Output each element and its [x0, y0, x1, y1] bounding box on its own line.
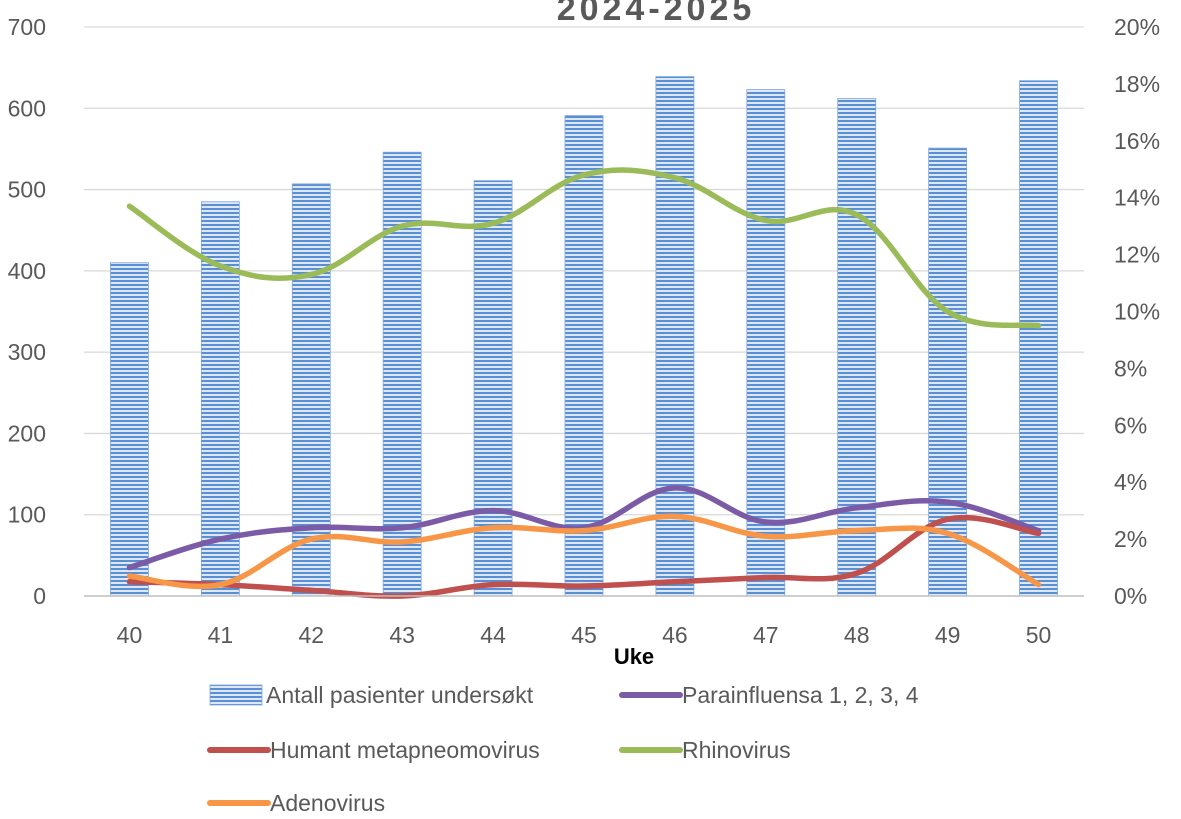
y-left-tick-label: 200 — [8, 420, 46, 446]
bar-42 — [291, 183, 331, 597]
y-left-tick-label: 600 — [8, 95, 46, 121]
y-right-tick-label: 10% — [1114, 299, 1160, 325]
legend-label: Antall pasienter undersøkt — [266, 682, 534, 708]
x-tick-label: 48 — [844, 622, 870, 648]
bar-45 — [564, 115, 604, 597]
x-tick-label: 45 — [571, 622, 597, 648]
x-axis-label: Uke — [614, 644, 654, 669]
legend-item-3: Rhinovirus — [619, 737, 791, 763]
y-right-tick-label: 18% — [1114, 71, 1160, 97]
y-left-tick-label: 400 — [8, 258, 46, 284]
x-tick-label: 40 — [117, 622, 143, 648]
y-right-tick-label: 4% — [1114, 469, 1147, 495]
legend-label: Parainfluensa 1, 2, 3, 4 — [682, 682, 919, 708]
legend-label: Adenovirus — [270, 790, 385, 814]
y-right-tick-label: 0% — [1114, 583, 1147, 609]
y-left-tick-label: 100 — [8, 502, 46, 528]
bar-47 — [746, 89, 786, 597]
y-left-tick-label: 0 — [33, 583, 46, 609]
legend-item-4: Adenovirus — [207, 790, 385, 816]
y-right-tick-label: 16% — [1114, 128, 1160, 154]
x-tick-label: 49 — [935, 622, 961, 648]
y-right-tick-label: 12% — [1114, 242, 1160, 268]
legend-swatch — [209, 684, 263, 706]
line-series-1 — [126, 514, 1042, 599]
y-left-tick-label: 300 — [8, 339, 46, 365]
line-series-0 — [126, 485, 1042, 571]
bar-46 — [655, 76, 695, 597]
y-right-tick-label: 14% — [1114, 185, 1160, 211]
y-left-tick-label: 500 — [8, 177, 46, 203]
line-series-3 — [126, 513, 1042, 590]
legend-item-0: Antall pasienter undersøkt — [209, 682, 534, 708]
y-axis-right-ticks: 0% 2% 4% 6% 8% 10% 12% 14% 16% 18% 20% — [1114, 14, 1160, 609]
x-tick-label: 47 — [753, 622, 779, 648]
legend-item-2: Humant metapneomovirus — [207, 737, 540, 763]
x-tick-label: 44 — [480, 622, 506, 648]
y-right-tick-label: 6% — [1114, 412, 1147, 438]
y-right-tick-label: 20% — [1114, 14, 1160, 40]
bar-44 — [473, 180, 513, 597]
chart-title: 2024-2025 — [557, 0, 756, 28]
y-left-tick-label: 700 — [8, 14, 46, 40]
bar-40 — [110, 262, 149, 597]
line-series-2 — [126, 167, 1042, 329]
y-right-tick-label: 2% — [1114, 526, 1147, 552]
x-tick-label: 43 — [389, 622, 415, 648]
bar-48 — [837, 98, 877, 597]
x-tick-label: 41 — [208, 622, 234, 648]
legend-label: Humant metapneomovirus — [270, 737, 540, 763]
bars — [110, 76, 1058, 597]
legend-label: Rhinovirus — [682, 737, 791, 763]
x-tick-label: 50 — [1026, 622, 1052, 648]
legend-item-1: Parainfluensa 1, 2, 3, 4 — [619, 682, 919, 708]
x-axis-ticks: 40 41 42 43 44 45 46 47 48 49 50 — [117, 622, 1052, 648]
series-lines — [126, 167, 1042, 599]
x-tick-label: 46 — [662, 622, 688, 648]
bar-50 — [1019, 80, 1058, 597]
legend: Antall pasienter undersøkt Parainfluensa … — [207, 682, 919, 816]
y-axis-left-ticks: 0 100 200 300 400 500 600 700 — [8, 14, 46, 609]
y-right-tick-label: 8% — [1114, 355, 1147, 381]
x-tick-label: 42 — [298, 622, 324, 648]
